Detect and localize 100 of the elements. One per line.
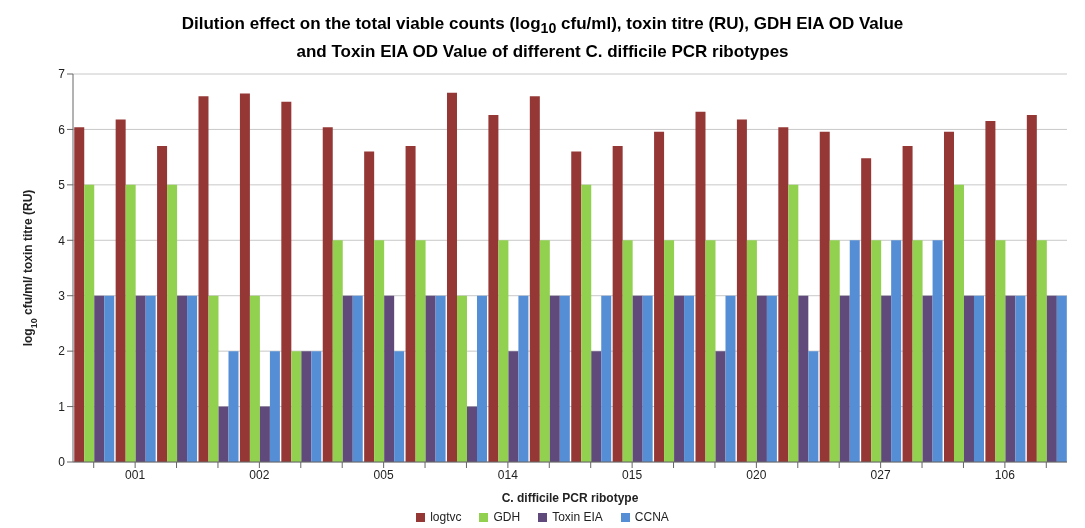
- bar: [549, 296, 560, 463]
- bar: [135, 296, 146, 463]
- bar: [218, 406, 229, 463]
- bar: [642, 296, 653, 463]
- bar: [498, 240, 509, 463]
- bar: [456, 296, 467, 463]
- y-tick-label: 1: [58, 400, 66, 415]
- bar: [778, 127, 789, 463]
- bar: [518, 296, 529, 463]
- bar: [1015, 296, 1026, 463]
- bar: [269, 351, 280, 463]
- bar: [995, 240, 1006, 463]
- bar: [281, 102, 292, 463]
- bar: [756, 296, 767, 463]
- bar: [1036, 240, 1047, 463]
- bar: [74, 127, 85, 463]
- y-tick-label: 2: [58, 344, 66, 359]
- bar: [476, 296, 487, 463]
- x-tick-label: 020: [746, 467, 767, 482]
- bar: [922, 296, 933, 463]
- bar: [529, 96, 540, 463]
- bar: [322, 127, 333, 463]
- legend-label: logtvc: [429, 510, 462, 525]
- bar: [684, 296, 695, 463]
- bar: [291, 351, 302, 463]
- bar: [612, 146, 623, 463]
- bar: [228, 351, 239, 463]
- bar: [891, 240, 902, 463]
- bar: [374, 240, 385, 463]
- x-tick-label: 014: [497, 467, 519, 482]
- bar: [311, 351, 322, 463]
- bar: [249, 296, 260, 463]
- bar: [94, 296, 105, 463]
- bar: [591, 351, 602, 463]
- bar: [394, 351, 405, 463]
- bar: [435, 296, 446, 463]
- bar: [932, 240, 943, 463]
- bar: [581, 185, 592, 463]
- bar: [839, 296, 850, 463]
- bar: [861, 158, 872, 463]
- bar: [1046, 296, 1057, 463]
- bar: [157, 146, 168, 463]
- y-tick-label: 0: [58, 455, 66, 470]
- bar: [446, 93, 457, 463]
- bar: [559, 296, 570, 463]
- bar: [674, 296, 685, 463]
- bar: [725, 296, 736, 463]
- bar: [415, 240, 426, 463]
- bar: [973, 296, 984, 463]
- bar: [352, 296, 363, 463]
- bar: [1005, 296, 1016, 463]
- bar: [746, 240, 757, 463]
- bar: [871, 240, 882, 463]
- bar: [715, 351, 726, 463]
- bar: [571, 151, 582, 463]
- bar: [766, 296, 777, 463]
- bar: [208, 296, 219, 463]
- bar: [819, 132, 830, 463]
- bar: [664, 240, 675, 463]
- bar: [654, 132, 665, 463]
- bar: [425, 296, 436, 463]
- bar: [695, 112, 706, 463]
- bar: [187, 296, 198, 463]
- bar: [539, 240, 550, 463]
- y-tick-label: 7: [58, 67, 66, 82]
- x-tick-label: 015: [622, 467, 643, 482]
- bar: [881, 296, 892, 463]
- bar: [953, 185, 964, 463]
- bar: [301, 351, 312, 463]
- bar: [943, 132, 954, 463]
- y-tick-label: 6: [58, 123, 66, 138]
- x-tick-label: 027: [870, 467, 891, 482]
- bar: [849, 240, 860, 463]
- bar: [788, 185, 799, 463]
- bar: [488, 115, 499, 463]
- bar: [259, 406, 270, 463]
- bar: [902, 146, 913, 463]
- x-tick-label: 106: [994, 467, 1016, 482]
- y-tick-label: 5: [58, 178, 66, 193]
- x-tick-label: 002: [249, 467, 270, 482]
- bar: [1026, 115, 1037, 463]
- bar: [332, 240, 343, 463]
- bar: [405, 146, 416, 463]
- x-tick-label: 005: [373, 467, 394, 482]
- legend-label: CCNA: [633, 510, 669, 525]
- bar: [167, 185, 178, 463]
- bar: [84, 185, 95, 463]
- bar: [963, 296, 974, 463]
- bar: [622, 240, 633, 463]
- y-tick-label: 3: [58, 289, 66, 304]
- bar: [798, 296, 809, 463]
- bar: [384, 296, 395, 463]
- bar: [145, 296, 156, 463]
- bar: [125, 185, 136, 463]
- bar: [808, 351, 819, 463]
- bar: [601, 296, 612, 463]
- bar: [705, 240, 716, 463]
- bar: [364, 151, 375, 463]
- legend-label: GDH: [492, 510, 521, 525]
- bar: [736, 119, 747, 463]
